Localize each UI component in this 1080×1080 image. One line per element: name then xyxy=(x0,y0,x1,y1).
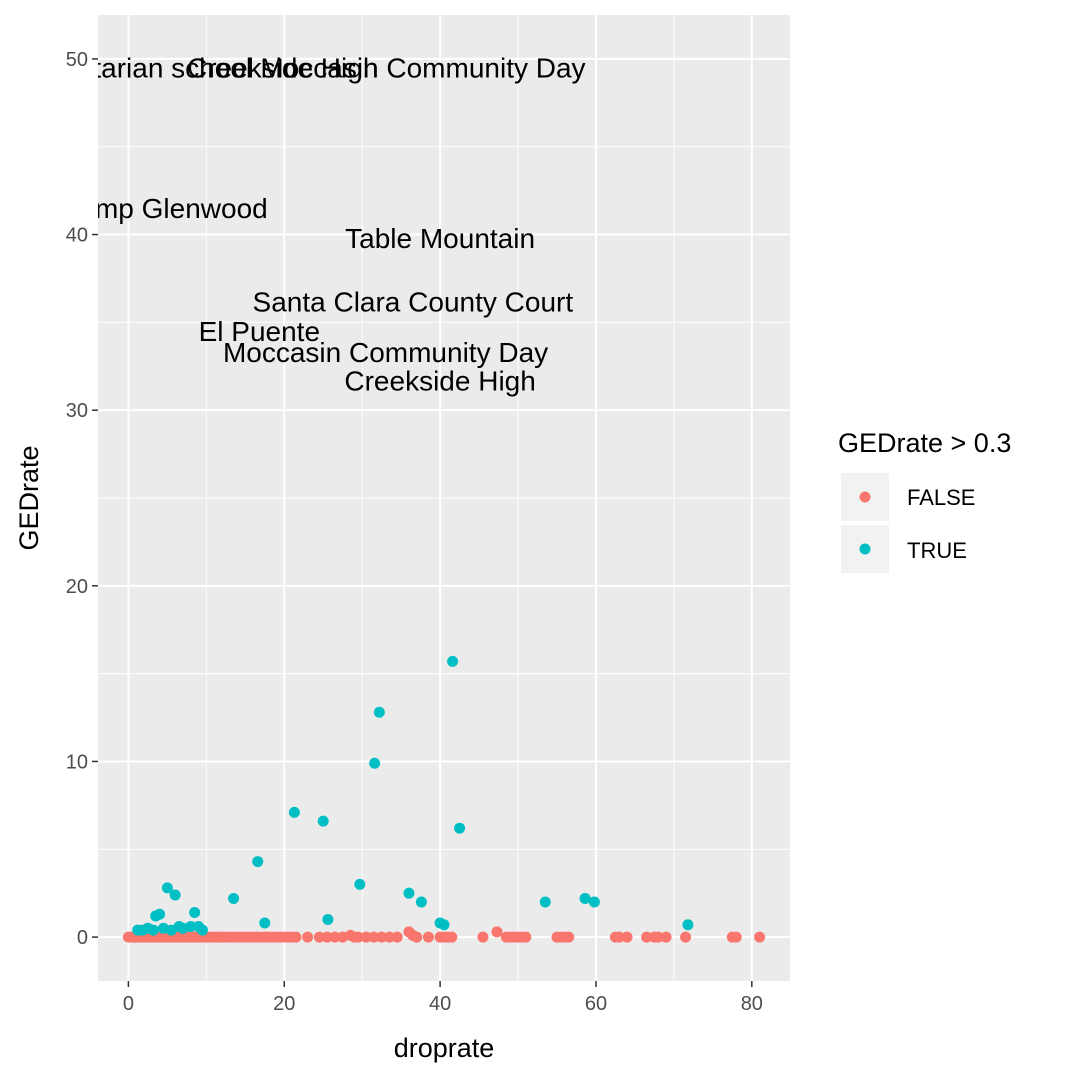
legend: GEDrate > 0.3 FALSE TRUE xyxy=(838,428,1011,573)
point-false xyxy=(290,931,302,943)
point-false xyxy=(621,931,633,943)
point-false xyxy=(383,931,395,943)
annotation-label: Camp Glenwood xyxy=(59,193,268,224)
y-axis-ticks: 0 10 20 30 40 50 xyxy=(66,49,98,949)
point-true xyxy=(403,887,415,899)
x-tick-label: 60 xyxy=(585,993,607,1015)
y-tick-label: 0 xyxy=(77,927,88,949)
point-false xyxy=(730,931,742,943)
point-false xyxy=(411,931,423,943)
point-false xyxy=(641,931,653,943)
y-tick-label: 50 xyxy=(66,49,88,71)
y-axis-title: GEDrate xyxy=(14,445,44,550)
point-false xyxy=(491,926,503,938)
legend-key-false-point xyxy=(859,491,871,503)
legend-title: GEDrate > 0.3 xyxy=(838,428,1011,458)
legend-label-true: TRUE xyxy=(907,538,967,563)
x-axis-title: droprate xyxy=(394,1033,495,1063)
legend-label-false: FALSE xyxy=(907,485,975,510)
point-true xyxy=(322,914,334,926)
annotation-label: Santa Clara County Court xyxy=(253,286,574,317)
annotation-label: Creekside High xyxy=(344,365,535,396)
point-false xyxy=(376,931,388,943)
x-tick-label: 80 xyxy=(741,993,763,1015)
point-true xyxy=(161,882,173,894)
point-true xyxy=(189,907,201,919)
point-false xyxy=(313,931,325,943)
annotation-label: Moccasin Community Day xyxy=(260,53,585,84)
y-tick-label: 20 xyxy=(66,576,88,598)
point-true xyxy=(259,917,271,929)
point-true xyxy=(228,892,240,904)
point-false xyxy=(302,931,314,943)
point-true xyxy=(196,924,208,936)
point-false xyxy=(329,931,341,943)
annotation-label: Moccasin Community Day xyxy=(223,337,548,368)
point-false xyxy=(660,931,672,943)
point-true xyxy=(288,806,300,818)
point-true xyxy=(682,919,694,931)
point-false xyxy=(360,931,372,943)
point-true xyxy=(147,924,159,936)
point-false xyxy=(391,931,403,943)
point-false xyxy=(368,931,380,943)
x-axis-ticks: 0 20 40 60 80 xyxy=(123,981,763,1015)
y-tick-label: 10 xyxy=(66,751,88,773)
x-tick-label: 0 xyxy=(123,993,134,1015)
point-false xyxy=(477,931,489,943)
point-true xyxy=(579,892,591,904)
annotation-label: Table Mountain xyxy=(345,223,535,254)
point-true xyxy=(588,896,600,908)
annotation-label: Non-sectarian school xyxy=(0,53,252,84)
y-tick-label: 30 xyxy=(66,400,88,422)
point-true xyxy=(369,757,381,769)
legend-key-true-point xyxy=(859,543,871,555)
point-true xyxy=(373,706,385,718)
point-false xyxy=(422,931,434,943)
point-true xyxy=(169,889,181,901)
annotation-label: Creekside High xyxy=(187,53,378,84)
point-true xyxy=(154,908,166,920)
point-true xyxy=(354,878,366,890)
grid-minor xyxy=(98,15,790,981)
data-points xyxy=(122,655,766,943)
point-false xyxy=(652,931,664,943)
x-tick-label: 20 xyxy=(273,993,295,1015)
point-true xyxy=(185,921,197,933)
point-false xyxy=(352,931,364,943)
point-false xyxy=(520,931,532,943)
point-true xyxy=(438,919,450,931)
point-true xyxy=(447,655,459,667)
point-true xyxy=(454,822,466,834)
point-true xyxy=(415,896,427,908)
point-false xyxy=(321,931,333,943)
x-tick-label: 40 xyxy=(429,993,451,1015)
point-false xyxy=(563,931,575,943)
point-false xyxy=(680,931,692,943)
point-true xyxy=(317,815,329,827)
y-tick-label: 40 xyxy=(66,225,88,247)
annotation-label: El Puente xyxy=(199,316,320,347)
point-false xyxy=(446,931,458,943)
point-false xyxy=(754,931,766,943)
point-true xyxy=(539,896,551,908)
point-true xyxy=(252,856,264,868)
point-false xyxy=(613,931,625,943)
